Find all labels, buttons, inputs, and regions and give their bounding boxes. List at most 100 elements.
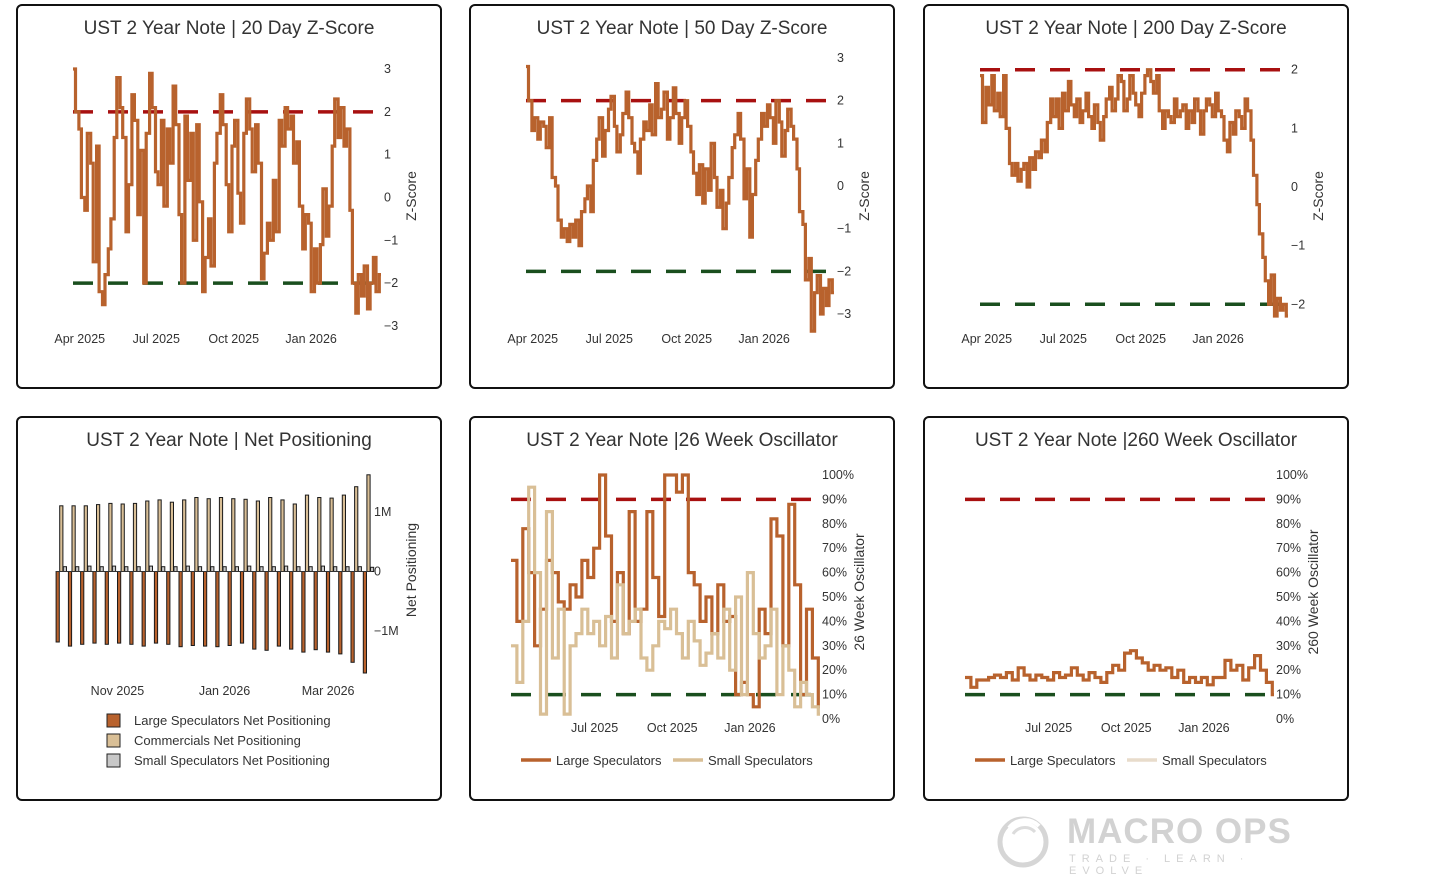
bar-small-speculators-net-positioning [222, 566, 227, 572]
y-tick-label: 40% [1276, 614, 1301, 628]
y-tick-label: −1 [1291, 239, 1305, 253]
osc260-chart-panel: UST 2 Year Note |260 Week Oscillator 100… [923, 416, 1349, 801]
y-tick-label: 10% [1276, 688, 1301, 702]
bar-small-speculators-net-positioning [284, 565, 289, 573]
y-tick-label: 2 [384, 105, 391, 119]
bar-large-speculators-net-positioning [117, 571, 122, 644]
bar-commercials-net-positioning [317, 497, 322, 572]
bar-small-speculators-net-positioning [259, 566, 264, 572]
y-tick-label: 0 [374, 565, 381, 579]
bar-commercials-net-positioning [169, 501, 175, 572]
bar-large-speculators-net-positioning [215, 571, 220, 648]
bar-commercials-net-positioning [145, 500, 150, 572]
y-tick-label: 70% [822, 541, 847, 555]
y-tick-label: 60% [1276, 566, 1301, 580]
chart-title: UST 2 Year Note | Net Positioning [86, 430, 372, 451]
x-tick-label: Jan 2026 [199, 684, 250, 698]
bar-commercials-net-positioning [231, 498, 236, 572]
y-tick-label: −2 [384, 276, 398, 290]
x-tick-label: Oct 2025 [208, 332, 259, 346]
x-tick-label: Jul 2025 [571, 721, 618, 735]
bar-commercials-net-positioning [194, 497, 199, 572]
y-tick-label: 3 [384, 62, 391, 76]
z200-chart-panel: UST 2 Year Note | 200 Day Z-Score 2 1 0 −1 −… [923, 4, 1349, 389]
chart-title: UST 2 Year Note |260 Week Oscillator [974, 430, 1298, 451]
bar-small-speculators-net-positioning [173, 566, 178, 572]
y-tick-label: 30% [822, 639, 847, 653]
bar-commercials-net-positioning [366, 474, 371, 572]
legend-label: Large Speculators [556, 753, 662, 768]
legend-label: Small Speculators [708, 753, 813, 768]
bar-commercials-net-positioning [108, 502, 113, 572]
y-tick-label: 1 [384, 148, 391, 162]
bar-commercials-net-positioning [182, 499, 187, 572]
x-tick-label: Nov 2025 [91, 684, 145, 698]
y-tick-label: −2 [1291, 297, 1305, 311]
bar-large-speculators-net-positioning [276, 571, 281, 647]
x-tick-label: Jul 2025 [1025, 721, 1072, 735]
x-tick-label: Oct 2025 [661, 332, 712, 346]
bar-commercials-net-positioning [59, 505, 64, 572]
bar-commercials-net-positioning [304, 494, 310, 572]
y-tick-label: 80% [1276, 517, 1301, 531]
bar-large-speculators-net-positioning [141, 571, 146, 647]
bar-large-speculators-net-positioning [289, 571, 294, 650]
bar-large-speculators-net-positioning [239, 571, 245, 644]
legend-label: Small Speculators [1162, 753, 1267, 768]
y-axis-label: Z-Score [403, 171, 419, 221]
y-tick-label: 0 [384, 191, 391, 205]
y-tick-label: 2 [837, 94, 844, 108]
y-tick-label: 50% [822, 590, 847, 604]
z50-chart: 3 2 1 0 −1 −2 −3 Apr 2025 Jul 2025 Oct 2025 Jan 20… [507, 51, 872, 346]
y-tick-label: −2 [837, 264, 851, 278]
bar-large-speculators-net-positioning [362, 571, 367, 674]
y-tick-label: 70% [1276, 541, 1301, 555]
bar-commercials-net-positioning [157, 499, 162, 572]
x-tick-label: Oct 2025 [1101, 721, 1152, 735]
bar-large-speculators-net-positioning [203, 571, 208, 647]
y-tick-label: 40% [822, 614, 847, 628]
y-tick-label: 20% [822, 663, 847, 677]
bar-small-speculators-net-positioning [197, 566, 203, 572]
x-tick-label: Jul 2025 [1040, 332, 1087, 346]
bar-large-speculators-net-positioning [190, 571, 195, 646]
y-tick-label: 1 [1291, 121, 1298, 135]
bar-large-speculators-net-positioning [264, 571, 269, 651]
x-tick-label: Jan 2026 [738, 332, 789, 346]
legend-label: Large Speculators Net Positioning [134, 713, 331, 728]
x-tick-label: Oct 2025 [1115, 332, 1166, 346]
circle-swirl-icon [997, 816, 1049, 868]
bar-commercials-net-positioning [268, 497, 273, 572]
y-tick-label: 10% [822, 688, 847, 702]
legend-swatch [106, 733, 121, 748]
y-tick-label: 3 [837, 51, 844, 65]
y-tick-label: 20% [1276, 663, 1301, 677]
x-tick-label: Jul 2025 [133, 332, 180, 346]
y-axis-label: Z-Score [856, 171, 872, 221]
y-tick-label: −3 [837, 307, 851, 321]
y-tick-label: −1 [837, 222, 851, 236]
y-axis-label: 26 Week Oscillator [851, 533, 867, 651]
series-line-value [526, 64, 834, 333]
z200-chart: 2 1 0 −1 −2 Apr 2025 Jul 2025 Oct 2025 Jan 2026 Z… [961, 63, 1326, 346]
bar-large-speculators-net-positioning [313, 571, 318, 651]
net-positioning-chart: 1M 0 −1M Nov 2025 Jan 2026 Mar 2026 Net Positi… [55, 474, 419, 768]
bar-small-speculators-net-positioning [124, 566, 129, 572]
y-tick-label: 1M [374, 505, 391, 519]
osc26-chart-panel: UST 2 Year Note |26 Week Oscillator 100%… [469, 416, 895, 801]
bar-small-speculators-net-positioning [136, 566, 141, 572]
x-tick-label: Oct 2025 [647, 721, 698, 735]
x-tick-label: Apr 2025 [54, 332, 105, 346]
bar-small-speculators-net-positioning [210, 566, 215, 572]
chart-title: UST 2 Year Note | 50 Day Z-Score [536, 18, 828, 39]
bar-small-speculators-net-positioning [234, 566, 240, 572]
y-tick-label: 2 [1291, 63, 1298, 77]
net-positioning-chart-panel: UST 2 Year Note | Net Positioning 1M 0 −1M… [16, 416, 442, 801]
bar-commercials-net-positioning [280, 499, 285, 572]
chart-title: UST 2 Year Note | 20 Day Z-Score [83, 18, 375, 39]
x-tick-label: Mar 2026 [302, 684, 355, 698]
y-tick-label: 80% [822, 517, 847, 531]
series-line-large-speculators [965, 649, 1274, 697]
bar-small-speculators-net-positioning [62, 566, 67, 572]
legend-swatch [106, 753, 121, 768]
